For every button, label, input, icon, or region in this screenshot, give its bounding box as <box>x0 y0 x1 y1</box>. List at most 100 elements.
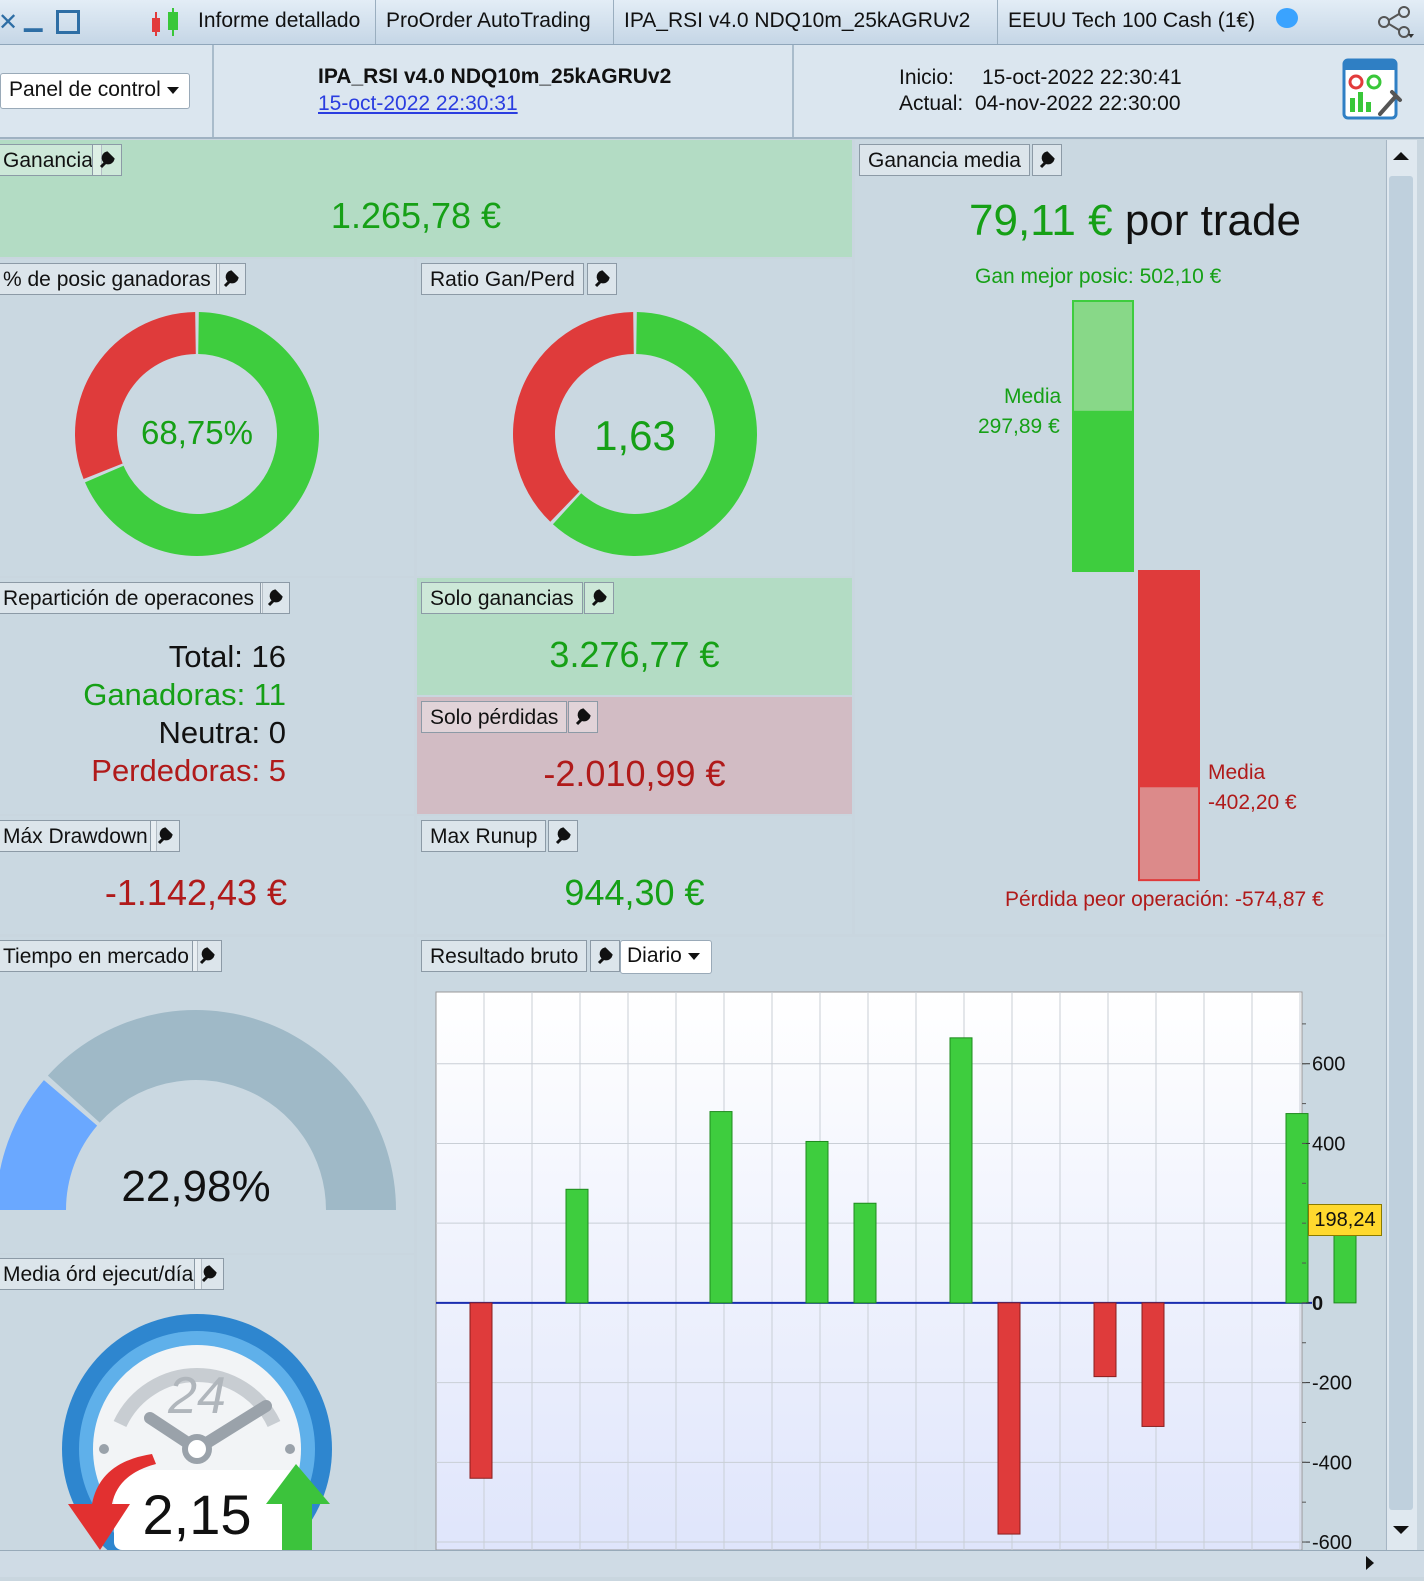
current-value-badge: 198,24 <box>1308 1204 1382 1236</box>
wrench-icon[interactable] <box>584 582 614 614</box>
candlestick-icon <box>152 8 178 36</box>
wrench-icon[interactable] <box>260 582 290 614</box>
y-tick-label: 0 <box>1312 1293 1323 1315</box>
panel-de-control-label: Panel de control <box>9 78 161 101</box>
current-value: 04-nov-2022 22:30:00 <box>975 92 1181 115</box>
clock-number: 24 <box>168 1367 226 1425</box>
period-dropdown[interactable]: Diario <box>620 940 712 974</box>
report-settings-icon[interactable] <box>1342 58 1404 122</box>
drawdown-panel <box>0 816 414 934</box>
header <box>0 45 1424 139</box>
runup-panel <box>417 816 852 934</box>
chart-bar <box>853 1202 877 1304</box>
donut-loss-segment <box>513 312 634 522</box>
wrench-icon[interactable] <box>1032 144 1062 176</box>
chart-bar <box>565 1188 589 1304</box>
avg-loss-bar <box>1139 571 1199 788</box>
wrench-icon[interactable] <box>150 820 180 852</box>
ganancia-media-value: 79,11 € <box>969 196 1113 245</box>
wrench-icon[interactable] <box>548 820 578 852</box>
y-tick-label: -400 <box>1312 1452 1352 1474</box>
perdedoras-count: Perdedoras: 5 <box>91 753 286 788</box>
solo-ganancias-label: Solo ganancias <box>421 582 583 614</box>
win-pct-donut <box>75 312 319 556</box>
strategy-date-link[interactable]: 15-oct-2022 22:30:31 <box>318 92 518 115</box>
solo-ganancias-panel <box>417 578 852 695</box>
ganancia-panel <box>0 140 852 257</box>
chart-bar <box>1285 1113 1309 1304</box>
panel-de-control-dropdown[interactable]: Panel de control <box>0 73 190 109</box>
solo-perdidas-value: -2.010,99 € <box>543 753 726 794</box>
tab-strategy[interactable]: IPA_RSI v4.0 NDQ10m_25kAGRUv2 <box>614 0 998 44</box>
tab-instrument[interactable]: EEUU Tech 100 Cash (1€) <box>1008 9 1256 32</box>
chevron-down-icon <box>687 952 700 960</box>
y-tick-label: -200 <box>1312 1373 1352 1395</box>
avg-gain-chart <box>1072 300 1200 882</box>
worst-operation: Pérdida peor operación: -574,87 € <box>1005 888 1324 911</box>
drawdown-label: Máx Drawdown <box>0 820 157 852</box>
media-win-value: 297,89 € <box>978 415 1060 438</box>
wrench-icon[interactable] <box>192 940 222 972</box>
wrench-icon[interactable] <box>194 1258 224 1290</box>
media-ord-label: Media órd ejecut/día <box>0 1258 203 1290</box>
media-win-label: Media <box>1004 385 1062 408</box>
y-tick-label: 600 <box>1312 1054 1345 1076</box>
scroll-down-icon[interactable] <box>1387 1516 1415 1544</box>
maximize-icon[interactable] <box>56 10 80 34</box>
scroll-right-icon[interactable] <box>1356 1550 1384 1576</box>
win-pct-value: 68,75% <box>141 414 253 451</box>
neutra-count: Neutra: 0 <box>158 715 286 750</box>
clock-icon <box>62 1314 332 1550</box>
tab-informe-detallado[interactable]: Informe detallado <box>188 0 376 44</box>
chevron-down-icon <box>166 86 179 94</box>
scroll-up-icon[interactable] <box>1387 142 1415 170</box>
ganancia-media-suffix: por trade <box>1124 196 1301 245</box>
media-ord-value: 2,15 <box>142 1483 252 1546</box>
solo-ganancias-value: 3.276,77 € <box>549 634 720 675</box>
media-loss-label: Media <box>1208 761 1266 784</box>
media-loss-value: -402,20 € <box>1208 791 1297 814</box>
resultado-bar-chart: 600 400 0 -200 -400 -600 <box>435 991 1357 1550</box>
chart-bar <box>949 1037 973 1304</box>
header-divider <box>212 45 214 137</box>
ganancia-value: 1.265,78 € <box>330 195 502 236</box>
wrench-icon[interactable] <box>216 263 246 295</box>
minimize-icon[interactable]: ▁ <box>24 5 43 32</box>
start-value: 15-oct-2022 22:30:41 <box>982 66 1182 89</box>
ratio-donut <box>513 312 757 556</box>
y-tick-label: 400 <box>1312 1133 1345 1155</box>
ganancia-media-label: Ganancia media <box>859 144 1030 176</box>
resultado-label: Resultado bruto <box>421 940 588 972</box>
chart-bar <box>1141 1302 1165 1427</box>
header-divider <box>792 45 794 137</box>
donut-win-segment <box>552 312 757 556</box>
scrollbar-thumb[interactable] <box>1389 176 1413 1510</box>
chat-bubble-icon[interactable] <box>1276 8 1298 28</box>
horizontal-scrollbar[interactable] <box>0 1550 1424 1577</box>
avg-win-bar <box>1073 410 1133 571</box>
gauge-fill <box>0 1080 98 1210</box>
chart-bar <box>469 1302 493 1479</box>
bars <box>469 1037 1357 1535</box>
wrench-icon[interactable] <box>590 940 620 972</box>
wrench-icon[interactable] <box>92 144 122 176</box>
total-count: Total: 16 <box>168 639 286 674</box>
close-icon[interactable]: ✕ <box>0 9 19 36</box>
donut-loss-segment <box>75 312 196 479</box>
tab-proorder[interactable]: ProOrder AutoTrading <box>376 0 614 44</box>
tiempo-label: Tiempo en mercado <box>0 940 198 972</box>
current-label: Actual: <box>899 92 964 115</box>
wrench-icon[interactable] <box>568 701 598 733</box>
wrench-icon[interactable] <box>587 263 617 295</box>
ganancia-label: Ganancia <box>0 144 102 176</box>
y-tick-label: -600 <box>1312 1532 1352 1550</box>
share-icon[interactable] <box>1374 4 1420 40</box>
chart-bar <box>1093 1302 1117 1378</box>
ganadoras-count: Ganadoras: 11 <box>83 677 286 712</box>
strategy-name: IPA_RSI v4.0 NDQ10m_25kAGRUv2 <box>318 65 672 88</box>
gauge-track <box>47 1010 397 1210</box>
reparticion-list: Total: 16 Ganadoras: 11 Neutra: 0 Perded… <box>0 638 286 790</box>
chart-bar <box>997 1302 1021 1535</box>
chart-bar <box>709 1111 733 1304</box>
reparticion-label: Repartición de operacones <box>0 582 263 614</box>
